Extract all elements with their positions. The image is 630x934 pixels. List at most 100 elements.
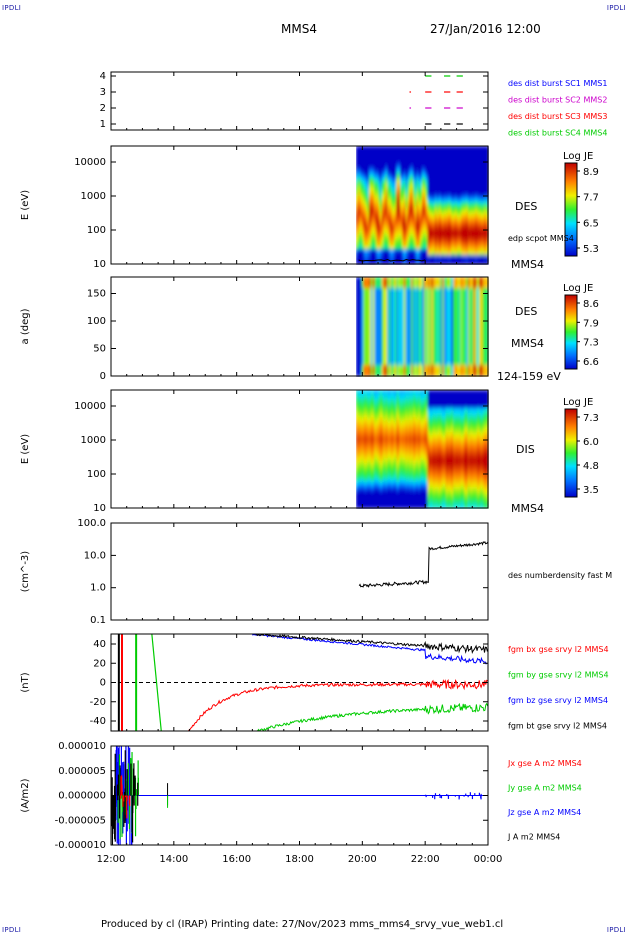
spectrogram-cell [467, 282, 471, 289]
spectrogram-cell [367, 343, 370, 350]
spectrogram-cell [482, 237, 485, 241]
spectrogram-cell [440, 293, 443, 300]
spectrogram-cell [482, 258, 485, 262]
spectrogram-cell [411, 154, 414, 159]
spectrogram-cell [444, 246, 447, 250]
spectrogram-cell [466, 205, 469, 209]
spectrogram-cell [420, 190, 423, 194]
spectrogram-cell [412, 299, 416, 306]
spectrogram-cell [379, 277, 383, 284]
spectrogram-cell [478, 258, 482, 262]
spectrogram-cell [398, 222, 401, 227]
spectrogram-cell [456, 157, 460, 162]
spectrogram-cell [368, 326, 372, 333]
spectrogram-cell [431, 237, 434, 241]
spectrogram-cell [394, 160, 397, 165]
spectrogram-cell [396, 243, 399, 247]
spectrogram-cell [433, 288, 436, 295]
spectrogram-cell [456, 240, 460, 244]
spectrogram-cell [409, 365, 412, 372]
spectrogram-cell [434, 365, 438, 372]
spectrogram-cell [367, 193, 370, 197]
spectrogram-cell [409, 310, 412, 317]
spectrogram-cell [359, 219, 363, 224]
spectrogram-cell [478, 252, 482, 256]
spectrogram-cell [385, 169, 388, 174]
spectrogram-cell [433, 146, 436, 150]
spectrogram-cell [477, 199, 480, 203]
spectrogram-cell [453, 249, 456, 253]
spectrogram-cell [389, 255, 392, 259]
spectrogram-cell [473, 196, 476, 200]
spectrogram-cell [361, 225, 364, 230]
spectrogram-cell [398, 166, 401, 171]
spectrogram-cell [370, 359, 374, 366]
spectrogram-cell [440, 196, 443, 200]
spectrogram-cell [434, 304, 438, 311]
spectrogram-cell [376, 163, 379, 168]
spectrogram-cell [422, 321, 425, 328]
spectrogram-cell [409, 207, 412, 212]
spectrogram-cell [477, 237, 480, 241]
spectrogram-cell [390, 225, 394, 230]
spectrogram-cell [383, 196, 386, 200]
spectrogram-cell [420, 210, 423, 215]
spectrogram-cell [357, 175, 361, 180]
spectrogram-cell [447, 299, 451, 306]
spectrogram-cell [453, 160, 456, 165]
spectrogram-cell [389, 151, 392, 156]
spectrogram-cell [425, 354, 429, 361]
spectrogram-cell [359, 310, 363, 317]
spectrogram-cell [405, 199, 408, 203]
spectrogram-cell [359, 175, 363, 180]
spectrogram-cell [422, 277, 425, 284]
spectrogram-cell [438, 321, 441, 328]
spectrogram-cell [370, 326, 374, 333]
spectrogram-cell [401, 178, 405, 182]
spectrogram-cell [425, 240, 429, 244]
spectrogram-cell [425, 160, 429, 165]
spectrogram-cell [478, 205, 482, 209]
spectrogram-cell [425, 210, 429, 215]
spectrogram-cell [394, 154, 397, 159]
spectrogram-cell [445, 166, 449, 171]
spectrogram-cell [436, 293, 440, 300]
spectrogram-cell [429, 252, 432, 256]
spectrogram-cell [438, 222, 441, 227]
spectrogram-cell [467, 255, 471, 259]
spectrogram-cell [444, 213, 447, 218]
spectrogram-cell [429, 205, 432, 209]
spectrogram-cell [462, 154, 465, 159]
spectrogram-cell [407, 261, 410, 265]
spectrogram-cell [383, 321, 386, 328]
spectrogram-cell [440, 321, 443, 328]
spectrogram-cell [379, 210, 383, 215]
spectrogram-cell [482, 175, 485, 180]
spectrogram-cell [381, 370, 385, 377]
spectrogram-cell [456, 207, 460, 212]
spectrogram-cell [480, 160, 484, 165]
spectrogram-cell [453, 207, 456, 212]
spectrogram-cell [357, 231, 361, 236]
spectrogram-cell [383, 202, 386, 206]
spectrogram-cell [445, 169, 449, 174]
spectrogram-cell [422, 365, 425, 372]
spectrogram-cell [458, 261, 462, 265]
spectrogram-cell [389, 199, 392, 203]
spectrogram-cell [416, 166, 419, 171]
spectrogram-cell [434, 310, 438, 317]
spectrogram-cell [475, 193, 478, 197]
spectrogram-cell [409, 199, 412, 203]
spectrogram-cell [367, 178, 370, 182]
spectrogram-cell [411, 348, 414, 355]
spectrogram-cell [422, 310, 425, 317]
spectrogram-cell [409, 354, 412, 361]
spectrogram-cell [467, 237, 471, 241]
spectrogram-cell [409, 193, 412, 197]
spectrogram-cell [451, 146, 454, 150]
spectrogram-cell [480, 169, 484, 174]
spectrogram-cell [442, 181, 445, 185]
spectrogram-cell [478, 146, 482, 150]
spectrogram-cell [458, 304, 462, 311]
spectrogram-cell [460, 190, 463, 194]
